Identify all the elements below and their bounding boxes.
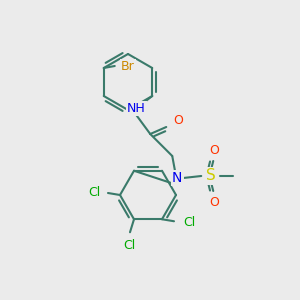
Text: O: O xyxy=(209,196,219,208)
Text: Br: Br xyxy=(121,59,135,73)
Text: O: O xyxy=(173,115,183,128)
Text: Cl: Cl xyxy=(88,185,100,199)
Text: Cl: Cl xyxy=(183,216,195,229)
Text: S: S xyxy=(206,169,216,184)
Text: Cl: Cl xyxy=(123,239,135,252)
Text: N: N xyxy=(172,171,182,185)
Text: O: O xyxy=(209,143,219,157)
Text: NH: NH xyxy=(127,101,146,115)
